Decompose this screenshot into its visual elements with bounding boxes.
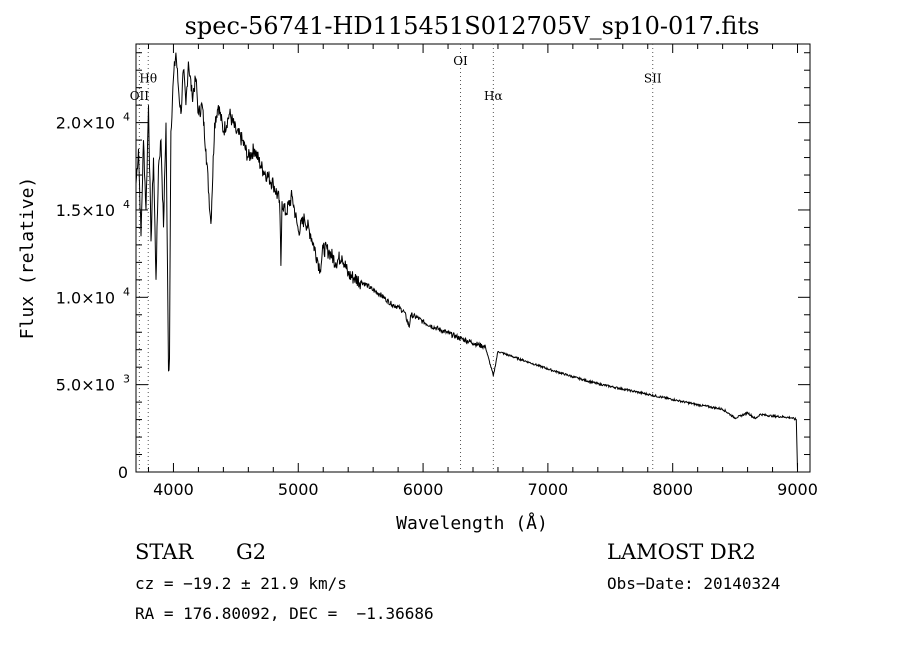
y-tick-exponent: 4 <box>123 198 130 211</box>
obs-date-text: Obs−Date: 20140324 <box>607 574 781 593</box>
y-tick-mantissa: 1.0×10 <box>56 288 115 307</box>
chart-title: spec-56741-HD115451S012705V_sp10-017.fit… <box>185 12 760 40</box>
x-axis-label: Wavelength (Å) <box>396 512 548 534</box>
y-tick-label: 5.0×10 <box>56 376 115 395</box>
object-subclass: G2 <box>236 540 267 564</box>
y-tick-mantissa: 5.0×10 <box>56 376 115 395</box>
x-tick-label: 9000 <box>777 480 818 499</box>
coordinates-text: RA = 176.80092, DEC = −1.36686 <box>135 604 434 623</box>
y-tick-label: 1.0×10 <box>56 288 115 307</box>
x-tick-label: 8000 <box>652 480 693 499</box>
y-tick-mantissa: 1.5×10 <box>56 201 115 220</box>
annotation-label: SII <box>644 71 662 85</box>
object-type: STAR <box>135 540 194 564</box>
annotation-label: OI <box>453 54 468 68</box>
y-tick-label: 0 <box>118 463 128 482</box>
x-tick-label: 6000 <box>403 480 444 499</box>
x-tick-label: 5000 <box>278 480 319 499</box>
annotation-label: Hθ <box>139 71 157 85</box>
x-tick-label: 4000 <box>153 480 194 499</box>
x-axis-ticks: 4000 5000 6000 7000 8000 9000 <box>147 44 818 499</box>
y-axis-label: Flux (relative) <box>17 177 38 340</box>
line-annotations: OII Hθ OI Hα SII <box>130 44 662 472</box>
spectrum-series-line <box>135 52 798 471</box>
y-tick-label: 1.5×10 <box>56 201 115 220</box>
spectrum-chart: spec-56741-HD115451S012705V_sp10-017.fit… <box>17 12 818 534</box>
annotation-label: Hα <box>484 89 503 103</box>
annotation-label: OII <box>130 89 150 103</box>
x-tick-label: 7000 <box>528 480 569 499</box>
y-tick-exponent: 4 <box>123 111 130 124</box>
survey-name: LAMOST DR2 <box>607 540 756 564</box>
redshift-text: cz = −19.2 ± 21.9 km/s <box>135 574 347 593</box>
y-tick-mantissa: 2.0×10 <box>56 114 115 133</box>
y-tick-mantissa: 0 <box>118 463 128 482</box>
y-tick-exponent: 3 <box>123 373 130 386</box>
y-tick-exponent: 4 <box>123 285 130 298</box>
y-tick-label: 2.0×10 <box>56 114 115 133</box>
y-axis-ticks: 0 5.0×10 3 1.0×10 4 1.5×10 4 2.0×10 4 <box>56 52 810 482</box>
